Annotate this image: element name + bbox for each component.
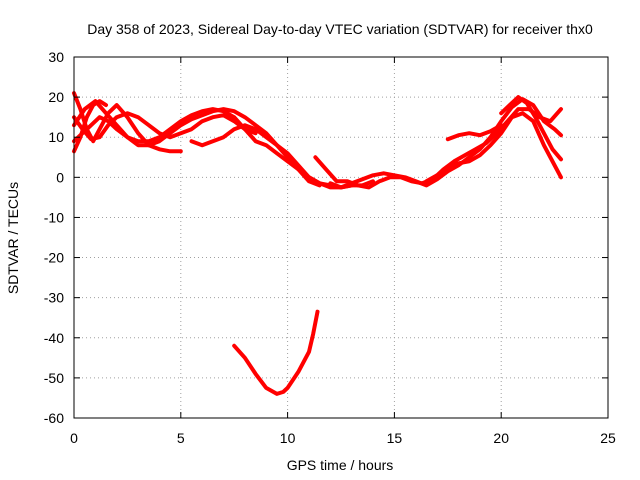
- x-tick-label: 5: [177, 430, 185, 446]
- y-tick-label: -10: [44, 209, 64, 225]
- y-tick-label: -50: [44, 370, 64, 386]
- series-sat-5: [72, 99, 354, 190]
- series-sat-2: [72, 111, 258, 142]
- series-sat-10: [424, 111, 563, 184]
- y-tick-label: -60: [44, 410, 64, 426]
- series-sat-1: [72, 91, 183, 154]
- x-tick-label: 0: [70, 430, 78, 446]
- y-tick-label: 30: [48, 49, 64, 65]
- y-tick-label: 0: [56, 169, 64, 185]
- y-tick-label: -40: [44, 330, 64, 346]
- x-tick-label: 10: [280, 430, 296, 446]
- y-axis-label: SDTVAR / TECUs: [5, 182, 21, 294]
- axis-ticks: -60 -50 -40 -30 -20 -10 0 10 20 30 0 5 10 15 20 25: [44, 49, 616, 446]
- y-tick-label: 20: [48, 89, 64, 105]
- series-sat-7: [232, 309, 320, 396]
- y-tick-label: -20: [44, 250, 64, 266]
- data-series: [72, 91, 563, 396]
- series-sat-9: [328, 97, 563, 190]
- y-tick-label: -30: [44, 290, 64, 306]
- series-sat-4: [72, 99, 108, 154]
- grid-lines: [74, 57, 608, 418]
- x-tick-label: 20: [493, 430, 509, 446]
- y-tick-label: 10: [48, 129, 64, 145]
- plot-frame: [73, 56, 609, 419]
- series-sat-11: [445, 123, 504, 142]
- x-tick-label: 15: [387, 430, 403, 446]
- x-tick-label: 25: [600, 430, 616, 446]
- chart-title: Day 358 of 2023, Sidereal Day-to-day VTE…: [87, 21, 593, 37]
- series-sat-12: [499, 95, 563, 162]
- x-axis-label: GPS time / hours: [287, 457, 394, 473]
